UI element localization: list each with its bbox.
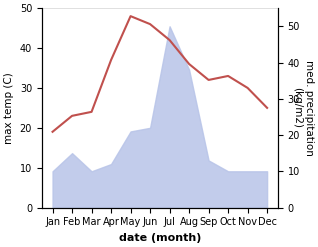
X-axis label: date (month): date (month) (119, 233, 201, 243)
Y-axis label: med. precipitation
(kg/m2): med. precipitation (kg/m2) (292, 60, 314, 156)
Y-axis label: max temp (C): max temp (C) (4, 72, 14, 144)
